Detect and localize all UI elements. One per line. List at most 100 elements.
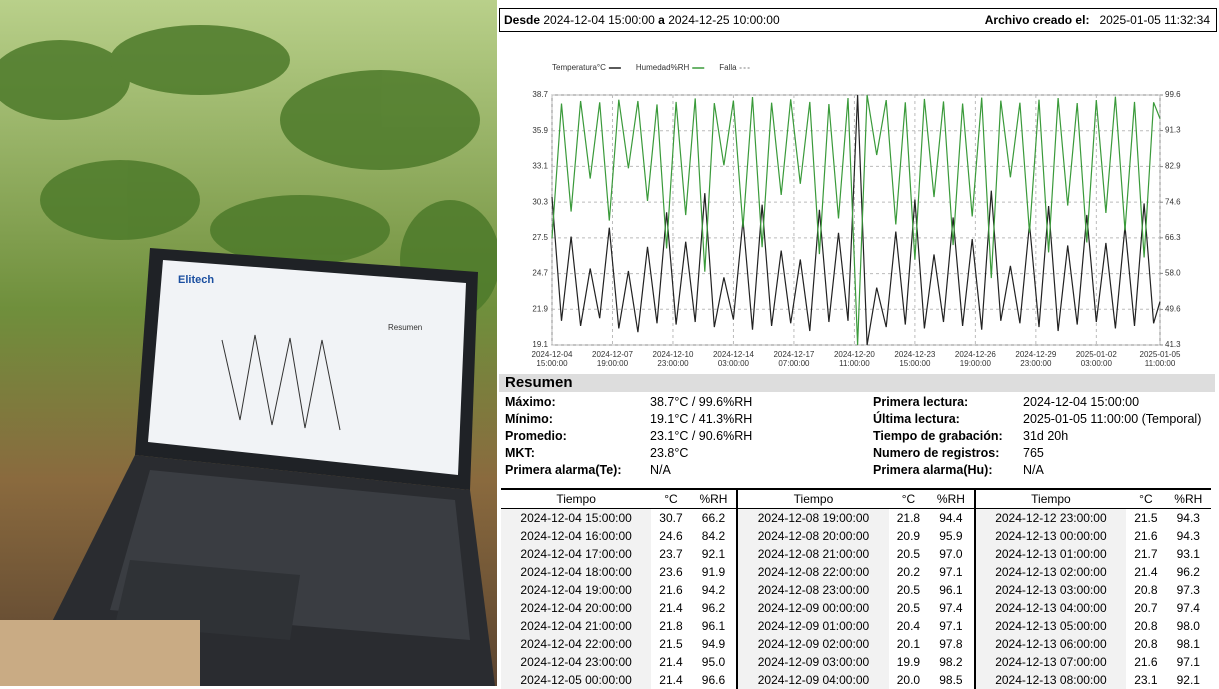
table-cell: 2024-12-05 00:00:00 — [501, 671, 652, 689]
summary-row: Última lectura: 2025-01-05 11:00:00 (Temp… — [873, 411, 1201, 428]
table-cell: 96.6 — [701, 673, 726, 687]
table-cell: 95.9 — [939, 529, 963, 543]
table-cell: 98.2 — [939, 655, 963, 669]
table-cell: 94.3 — [1176, 511, 1200, 525]
header-cell: Tiempo — [973, 488, 1127, 509]
x-tick-label: 03:00:00 — [1081, 359, 1113, 368]
series-line — [551, 94, 1161, 346]
table-cell: 96.1 — [939, 583, 963, 597]
y-tick-label: 19.1 — [532, 340, 548, 349]
table-cell: 2024-12-13 00:00:00 — [973, 527, 1127, 545]
table-cell: 2024-12-08 19:00:00 — [736, 508, 889, 527]
table-cell: 2024-12-13 05:00:00 — [973, 617, 1127, 635]
table-row: 2024-12-04 21:00:00 21.8 96.1 2024-12-09 01… — [501, 617, 1211, 635]
x-tick-label: 2024-12-26 — [955, 350, 996, 359]
table-cell: 20.7 — [1134, 601, 1158, 615]
table-cell: 21.8 — [896, 511, 921, 525]
summary-label: Numero de registros: — [873, 446, 1000, 460]
summary-value: 31d 20h — [1023, 429, 1069, 443]
table-cell: 21.6 — [1134, 655, 1158, 669]
table-cell: 94.4 — [939, 511, 963, 525]
range: Desde 2024-12-04 15:00:00 a 2024-12-25 1… — [504, 9, 780, 31]
x-tick-label: 15:00:00 — [536, 359, 568, 368]
table-row: 2024-12-04 23:00:00 21.4 95.0 2024-12-09 03… — [501, 653, 1211, 671]
x-tick-label: 11:00:00 — [1145, 359, 1176, 368]
table-cell: 21.4 — [1134, 565, 1158, 579]
y2-tick-label: 58.0 — [1165, 268, 1181, 277]
table-cell: 2024-12-04 18:00:00 — [501, 563, 652, 581]
summary-value: 2025-01-05 11:00:00 (Temporal) — [1023, 412, 1202, 426]
value: 2025-01-05 11:32:34 — [1099, 13, 1210, 27]
summary-row: Máximo: 38.7°C / 99.6%RH — [505, 394, 752, 411]
table-cell: 20.1 — [896, 637, 921, 651]
table-cell: 97.1 — [939, 565, 963, 579]
series-line — [551, 94, 1161, 346]
value: 2024-12-04 15:00:00 — [543, 13, 655, 27]
table-cell: 2024-12-04 22:00:00 — [501, 635, 652, 653]
summary-label: Tiempo de grabación: — [873, 429, 1003, 443]
summary-value: 19.1°C / 41.3%RH — [650, 412, 753, 426]
table-cell: 92.1 — [1176, 673, 1200, 687]
x-tick-label: 11:00:00 — [839, 359, 870, 368]
x-tick-label: 2025-01-02 — [1076, 350, 1117, 359]
table-cell: 21.8 — [659, 619, 683, 633]
x-tick-label: 2024-12-29 — [1015, 350, 1056, 359]
data-table: Tiempo °C %RH Tiempo °C %RH Tiempo °C %RH 2024-12… — [501, 488, 1211, 689]
table-cell: 97.1 — [1176, 655, 1200, 669]
table-row: 2024-12-05 00:00:00 21.4 96.6 2024-12-09 04… — [501, 671, 1211, 689]
table-cell: 2024-12-04 20:00:00 — [501, 599, 652, 617]
table-cell: 20.4 — [896, 619, 921, 633]
table-cell: 21.4 — [659, 601, 683, 615]
table-cell: 97.3 — [1176, 583, 1200, 597]
summary-value: 765 — [1023, 446, 1044, 460]
summary-label: Primera alarma(Hu): — [873, 463, 993, 477]
y-tick-label: 30.3 — [532, 197, 548, 206]
summary-label: Última lectura: — [873, 412, 960, 426]
summary-row: Numero de registros: 765 — [873, 445, 1044, 462]
table-cell: 2024-12-13 07:00:00 — [973, 653, 1127, 671]
table-cell: 21.7 — [1134, 547, 1158, 561]
table-cell: 2024-12-09 03:00:00 — [736, 653, 889, 671]
table-cell: 2024-12-13 04:00:00 — [973, 599, 1127, 617]
screen-panel: Resumen — [388, 323, 422, 332]
summary-row: Promedio: 23.1°C / 90.6%RH — [505, 428, 752, 445]
y2-tick-label: 49.6 — [1165, 305, 1181, 314]
summary-value: 38.7°C / 99.6%RH — [650, 395, 753, 409]
y2-tick-label: 66.3 — [1165, 233, 1181, 242]
x-tick-label: 2024-12-17 — [773, 350, 814, 359]
y2-tick-label: 41.3 — [1165, 340, 1181, 349]
header-cell: °C — [651, 488, 691, 509]
table-cell: 2024-12-08 21:00:00 — [736, 545, 889, 563]
x-tick-label: 15:00:00 — [899, 359, 931, 368]
table-cell: 97.1 — [939, 619, 963, 633]
table-cell: 21.6 — [1134, 529, 1158, 543]
table-cell: 20.8 — [1134, 619, 1158, 633]
header-cell: Tiempo — [736, 488, 889, 509]
table-row: 2024-12-04 18:00:00 23.6 91.9 2024-12-08 22… — [501, 563, 1211, 581]
table-cell: 66.2 — [701, 511, 726, 525]
summary-label: Máximo: — [505, 395, 556, 409]
table-cell: 2024-12-08 20:00:00 — [736, 527, 889, 545]
table-cell: 21.6 — [659, 583, 683, 597]
table-cell: 21.5 — [659, 637, 683, 651]
table-row: 2024-12-04 15:00:00 30.7 66.2 2024-12-08 19… — [501, 508, 1211, 527]
y2-tick-label: 74.6 — [1165, 197, 1181, 206]
summary-label: Mínimo: — [505, 412, 553, 426]
x-tick-label: 2025-01-05 — [1140, 350, 1181, 359]
table-cell: 20.9 — [896, 529, 921, 543]
table-cell: 21.5 — [1134, 511, 1158, 525]
header-cell: %RH — [928, 488, 975, 509]
table-cell: 2024-12-13 06:00:00 — [973, 635, 1127, 653]
value: 2024-12-25 10:00:00 — [668, 13, 780, 27]
x-tick-label: 2024-12-14 — [713, 350, 754, 359]
table-cell: 24.6 — [659, 529, 683, 543]
summary-row: Primera alarma(Te): N/A — [505, 462, 671, 479]
table-cell: 2024-12-08 23:00:00 — [736, 581, 889, 599]
table-row: 2024-12-04 19:00:00 21.6 94.2 2024-12-08 23… — [501, 581, 1211, 599]
table-cell: 2024-12-04 15:00:00 — [501, 508, 652, 527]
table-cell: 94.3 — [1176, 529, 1200, 543]
summary-row: Tiempo de grabación: 31d 20h — [873, 428, 1068, 445]
table-cell: 2024-12-09 01:00:00 — [736, 617, 889, 635]
table-cell: 20.0 — [896, 673, 921, 687]
